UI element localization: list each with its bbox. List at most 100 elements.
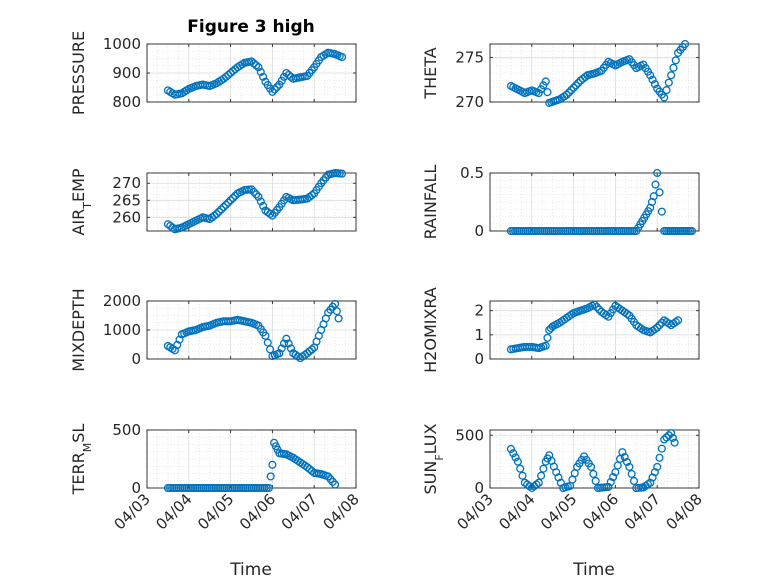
y-tick-label: 1 xyxy=(474,326,484,344)
data-point xyxy=(263,338,272,347)
data-point xyxy=(303,349,312,358)
data-point xyxy=(221,200,231,209)
data-point xyxy=(509,449,518,458)
series-sun-flux xyxy=(506,429,679,493)
data-point xyxy=(648,75,657,84)
data-point xyxy=(266,345,275,354)
data-point xyxy=(338,169,347,178)
y-tick-label: 270 xyxy=(455,93,484,111)
y-axis-label: SUNFLUX xyxy=(421,423,446,494)
data-point xyxy=(272,82,282,92)
data-point xyxy=(581,72,590,82)
data-point xyxy=(534,478,543,487)
data-point xyxy=(586,462,596,471)
data-point xyxy=(249,59,258,68)
y-tick-label: 900 xyxy=(112,64,141,82)
data-point xyxy=(671,56,680,65)
data-point xyxy=(668,433,677,442)
data-point xyxy=(334,314,343,323)
y-tick-label: 0 xyxy=(474,350,484,368)
data-point xyxy=(307,466,316,476)
data-point xyxy=(518,471,527,480)
data-point xyxy=(606,477,615,487)
y-tick-label: 265 xyxy=(112,191,141,209)
series-air-temp xyxy=(163,168,347,234)
y-tick-label: 270 xyxy=(112,174,141,192)
data-point xyxy=(660,93,669,102)
y-tick-label: 1000 xyxy=(103,321,141,339)
data-point xyxy=(592,302,601,312)
data-point xyxy=(259,72,268,81)
x-tick-label: 04/05 xyxy=(194,490,237,533)
y-axis-label: PRESSURE xyxy=(69,31,88,115)
data-point xyxy=(564,88,574,97)
data-point xyxy=(282,68,291,78)
data-point xyxy=(210,211,219,220)
y-axis-label: AIRTEMP xyxy=(69,168,94,235)
data-point xyxy=(591,476,600,486)
data-point xyxy=(277,344,286,353)
data-point xyxy=(629,476,639,486)
data-point xyxy=(589,469,598,478)
data-point xyxy=(219,74,228,83)
data-point xyxy=(506,444,515,454)
data-point xyxy=(307,345,316,354)
y-tick-label: 2 xyxy=(474,302,484,320)
x-tick-label: 04/06 xyxy=(236,490,279,533)
data-point xyxy=(224,198,233,207)
y-axis-label: TERRMSL xyxy=(69,424,94,496)
data-point xyxy=(256,197,265,206)
series-rainfall xyxy=(506,168,697,236)
data-point xyxy=(305,347,314,356)
data-point xyxy=(562,90,571,99)
series-h2omixra xyxy=(506,300,683,354)
data-point xyxy=(284,70,293,79)
data-point xyxy=(217,205,226,214)
data-point xyxy=(247,57,256,66)
data-point xyxy=(660,435,669,444)
data-point xyxy=(256,67,265,77)
x-tick-label: 04/08 xyxy=(320,490,363,533)
data-point xyxy=(620,453,629,462)
data-point xyxy=(228,193,237,203)
panel-pressure: 800 900 1000 PRESSURE xyxy=(69,31,357,115)
data-point xyxy=(214,207,224,216)
data-point xyxy=(653,323,662,332)
axes-box xyxy=(146,172,357,232)
data-point xyxy=(625,462,634,471)
data-point xyxy=(664,78,673,87)
data-point xyxy=(541,341,550,350)
data-point xyxy=(516,464,525,473)
figure-title: Figure 3 high xyxy=(187,17,315,37)
data-point xyxy=(657,207,666,216)
y-tick-label: 500 xyxy=(455,426,484,444)
data-point xyxy=(270,85,279,94)
data-point xyxy=(228,67,237,76)
data-point xyxy=(653,168,662,178)
series-pressure xyxy=(163,48,347,99)
data-point xyxy=(282,334,291,343)
data-point xyxy=(618,448,627,457)
data-point xyxy=(627,469,636,478)
x-tick-label: 04/04 xyxy=(152,490,195,533)
data-point xyxy=(667,429,676,438)
x-tick-label: 04/05 xyxy=(537,490,580,533)
data-point xyxy=(254,192,263,201)
data-point xyxy=(541,77,550,86)
data-point xyxy=(539,464,548,473)
x-axis-label-right: Time xyxy=(572,560,615,580)
data-point xyxy=(275,349,284,358)
y-tick-label: 800 xyxy=(112,93,141,111)
y-axis-label: H2OMIXRA xyxy=(421,287,440,373)
data-point xyxy=(259,201,268,211)
data-point xyxy=(674,316,683,325)
data-point xyxy=(219,203,228,212)
data-point xyxy=(254,63,263,72)
data-point xyxy=(649,192,658,201)
data-point xyxy=(332,307,341,316)
axes-box xyxy=(146,429,357,489)
data-point xyxy=(664,431,673,440)
y-tick-label: 260 xyxy=(112,208,141,226)
data-point xyxy=(543,88,552,97)
